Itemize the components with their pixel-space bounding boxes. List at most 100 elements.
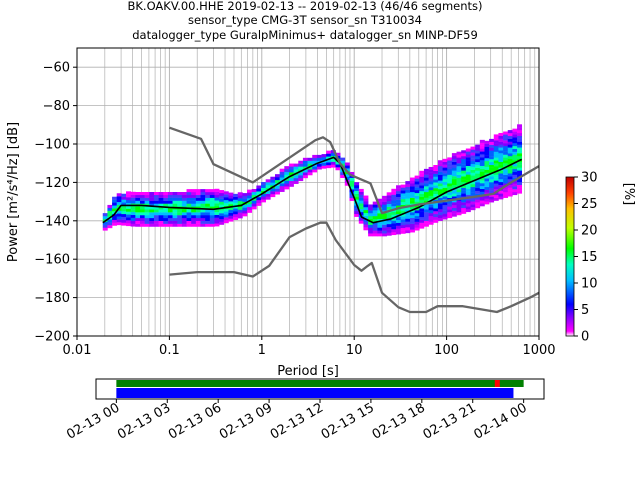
- psd-cell: [172, 200, 178, 204]
- psd-cell: [214, 194, 220, 198]
- psd-cell: [433, 170, 439, 174]
- psd-cell: [414, 181, 420, 185]
- psd-cell: [414, 221, 420, 225]
- psd-cell: [144, 217, 150, 221]
- timeline-tick-label: 02-13 18: [370, 400, 428, 442]
- psd-cell: [484, 160, 490, 165]
- psd-cell: [465, 200, 471, 204]
- psd-cell: [126, 220, 131, 224]
- psd-cell: [428, 166, 434, 171]
- psd-cell: [512, 151, 518, 155]
- psd-cell: [437, 206, 443, 210]
- psd-cell: [470, 178, 476, 182]
- psd-cell: [237, 209, 243, 213]
- psd-cell: [358, 203, 364, 207]
- psd-cell: [517, 141, 523, 145]
- psd-cell: [414, 218, 420, 222]
- psd-cell: [195, 215, 201, 219]
- psd-cell: [149, 217, 155, 221]
- psd-cell: [423, 197, 429, 201]
- psd-cell: [177, 194, 183, 198]
- psd-cell: [144, 223, 150, 227]
- psd-cell: [400, 227, 406, 231]
- psd-cell: [456, 168, 462, 173]
- psd-cell: [261, 184, 266, 188]
- psd-cell: [135, 220, 141, 224]
- psd-cell: [409, 206, 415, 210]
- psd-cell: [377, 210, 383, 214]
- psd-cell: [228, 192, 234, 196]
- psd-cell: [247, 209, 253, 213]
- psd-cell: [247, 198, 253, 202]
- psd-cell: [517, 127, 523, 131]
- psd-cell: [396, 199, 401, 203]
- psd-cell: [419, 208, 425, 212]
- psd-cell: [368, 207, 374, 211]
- psd-cell: [489, 173, 495, 177]
- psd-cell: [447, 215, 453, 219]
- psd-cell: [251, 197, 257, 201]
- psd-cell: [461, 158, 467, 162]
- psd-cell: [461, 204, 467, 209]
- psd-cell: [493, 180, 499, 184]
- psd-cell: [256, 199, 262, 203]
- psd-cell: [465, 174, 471, 178]
- psd-cell: [451, 155, 457, 160]
- psd-cell: [517, 161, 523, 165]
- psd-cell: [489, 164, 495, 168]
- psd-cell: [270, 176, 276, 180]
- psd-cell: [298, 163, 304, 167]
- psd-cell: [382, 213, 388, 217]
- psd-cell: [470, 198, 476, 202]
- psd-cell: [507, 141, 513, 145]
- psd-cell: [405, 230, 411, 234]
- psd-cell: [498, 176, 504, 180]
- psd-cell: [354, 187, 360, 192]
- psd-cell: [200, 203, 206, 207]
- psd-cell: [242, 193, 248, 197]
- psd-cell: [112, 214, 118, 218]
- psd-cell: [121, 211, 127, 215]
- psd-cell: [419, 211, 425, 215]
- psd-cell: [354, 190, 360, 194]
- psd-cell: [479, 183, 485, 187]
- psd-cell: [354, 210, 360, 215]
- psd-cell: [149, 209, 155, 213]
- psd-cell: [195, 189, 201, 193]
- psd-cell: [167, 209, 173, 213]
- psd-cell: [247, 204, 253, 208]
- psd-cell: [484, 140, 490, 144]
- psd-cell: [233, 196, 239, 200]
- psd-cell: [330, 152, 336, 157]
- psd-cell: [419, 173, 425, 177]
- psd-cell: [205, 220, 211, 224]
- psd-cell: [302, 160, 308, 164]
- psd-cell: [419, 190, 425, 195]
- psd-cell: [130, 206, 136, 210]
- psd-cell: [363, 212, 369, 216]
- psd-cell: [279, 183, 285, 187]
- psd-cell: [470, 201, 476, 205]
- psd-cell: [498, 161, 504, 165]
- psd-cell: [233, 214, 239, 218]
- psd-cell: [489, 161, 495, 166]
- psd-cell: [414, 198, 420, 202]
- psd-cell: [228, 212, 234, 216]
- psd-cell: [386, 226, 392, 230]
- psd-cell: [223, 208, 229, 212]
- psd-cell: [419, 196, 425, 200]
- psd-cell: [386, 212, 392, 216]
- psd-cell: [130, 214, 136, 218]
- psd-cell: [461, 161, 467, 165]
- psd-cell: [107, 204, 113, 209]
- psd-cell: [223, 211, 229, 215]
- psd-cell: [288, 177, 294, 182]
- psd-cell: [489, 156, 495, 160]
- psd-cell: [437, 183, 443, 187]
- psd-cell: [512, 140, 518, 144]
- psd-cell: [489, 199, 495, 203]
- psd-cell: [447, 174, 453, 178]
- psd-cell: [153, 223, 159, 227]
- psd-cell: [363, 224, 369, 228]
- psd-cell: [186, 223, 192, 227]
